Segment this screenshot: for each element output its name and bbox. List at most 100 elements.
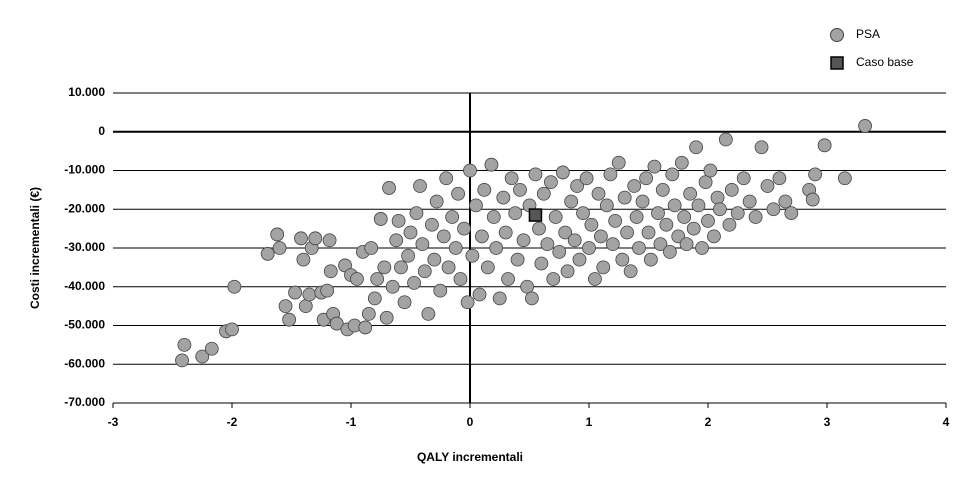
psa-point: [544, 175, 558, 190]
psa-point: [754, 140, 769, 155]
psa-point: [615, 252, 630, 267]
psa-point: [379, 310, 394, 325]
legend-marker: [830, 56, 844, 70]
y-tick-label: -20.000: [64, 201, 105, 215]
psa-point: [302, 287, 317, 302]
psa-point: [766, 202, 781, 217]
psa-point: [427, 252, 442, 267]
psa-point: [655, 182, 670, 197]
psa-point: [409, 206, 424, 221]
psa-point: [558, 225, 573, 240]
x-tick-label: 3: [824, 415, 831, 429]
psa-point: [599, 198, 614, 213]
psa-point: [588, 272, 602, 286]
psa-point: [385, 279, 400, 294]
psa-point: [579, 171, 594, 186]
psa-point: [377, 260, 392, 275]
y-axis-title: Costi incrementali (€): [28, 187, 42, 309]
psa-point: [407, 275, 421, 290]
psa-point: [784, 206, 799, 221]
psa-point: [730, 206, 745, 221]
psa-point: [501, 272, 515, 286]
y-tick-label: 0: [98, 124, 105, 138]
psa-point: [608, 213, 623, 228]
psa-point: [260, 246, 275, 261]
psa-point: [805, 192, 820, 207]
psa-point: [469, 198, 483, 213]
psa-point: [413, 179, 427, 193]
psa-point: [760, 179, 775, 193]
psa-point: [177, 337, 192, 352]
psa-point: [329, 316, 344, 331]
psa-point: [403, 225, 418, 240]
psa-point: [698, 175, 713, 190]
psa-point: [433, 283, 448, 298]
x-tick-label: -3: [108, 415, 119, 429]
psa-point: [683, 186, 698, 201]
psa-point: [677, 210, 692, 224]
psa-point: [707, 229, 721, 244]
psa-point: [282, 312, 297, 327]
psa-point: [659, 217, 674, 232]
psa-point: [620, 225, 634, 240]
y-tick-label: -70.000: [64, 395, 105, 409]
psa-point: [382, 181, 396, 195]
psa-point: [489, 241, 504, 255]
psa-point: [552, 244, 567, 259]
y-tick-label: -40.000: [64, 279, 105, 293]
legend-marker: [830, 28, 844, 42]
base-case-point: [528, 208, 543, 222]
psa-point: [453, 272, 468, 286]
psa-point: [540, 237, 555, 252]
psa-point: [448, 241, 463, 255]
psa-point: [480, 260, 495, 275]
psa-point: [323, 264, 338, 279]
psa-point: [425, 217, 439, 232]
psa-point: [570, 179, 584, 193]
psa-point: [451, 186, 466, 201]
x-tick-label: 4: [943, 415, 950, 429]
psa-point: [358, 320, 373, 335]
psa-point: [722, 217, 737, 232]
psa-point: [576, 206, 590, 221]
psa-point: [308, 231, 323, 246]
psa-point: [429, 194, 444, 209]
psa-point: [288, 285, 302, 300]
psa-point: [629, 210, 644, 224]
psa-point: [294, 231, 308, 246]
psa-point: [298, 299, 313, 314]
psa-point: [736, 171, 751, 186]
psa-point: [653, 237, 668, 252]
psa-point: [641, 225, 656, 240]
psa-point: [296, 252, 311, 267]
psa-point: [270, 227, 285, 242]
psa-point: [651, 206, 665, 221]
psa-point: [175, 353, 189, 368]
psa-point: [474, 229, 489, 244]
psa-point: [555, 165, 570, 180]
psa-point: [591, 186, 606, 201]
psa-point: [465, 248, 480, 263]
x-tick-label: 0: [467, 415, 474, 429]
y-tick-label: 10.000: [68, 85, 105, 99]
psa-point: [695, 241, 709, 255]
psa-point: [415, 237, 430, 252]
psa-point: [204, 341, 219, 356]
psa-point: [361, 306, 376, 321]
x-axis-title: QALY incrementali: [417, 450, 523, 464]
psa-point: [534, 256, 549, 271]
psa-point: [572, 252, 587, 267]
psa-point: [516, 233, 531, 248]
psa-point: [686, 221, 701, 236]
psa-point: [225, 322, 239, 337]
x-tick-label: -2: [227, 415, 238, 429]
psa-point: [546, 272, 561, 286]
legend-label: PSA: [856, 27, 880, 41]
psa-point: [548, 210, 563, 224]
psa-point: [350, 272, 364, 286]
psa-point: [394, 260, 408, 275]
psa-point: [691, 198, 706, 213]
psa-point: [710, 190, 725, 205]
x-tick-label: 2: [705, 415, 712, 429]
